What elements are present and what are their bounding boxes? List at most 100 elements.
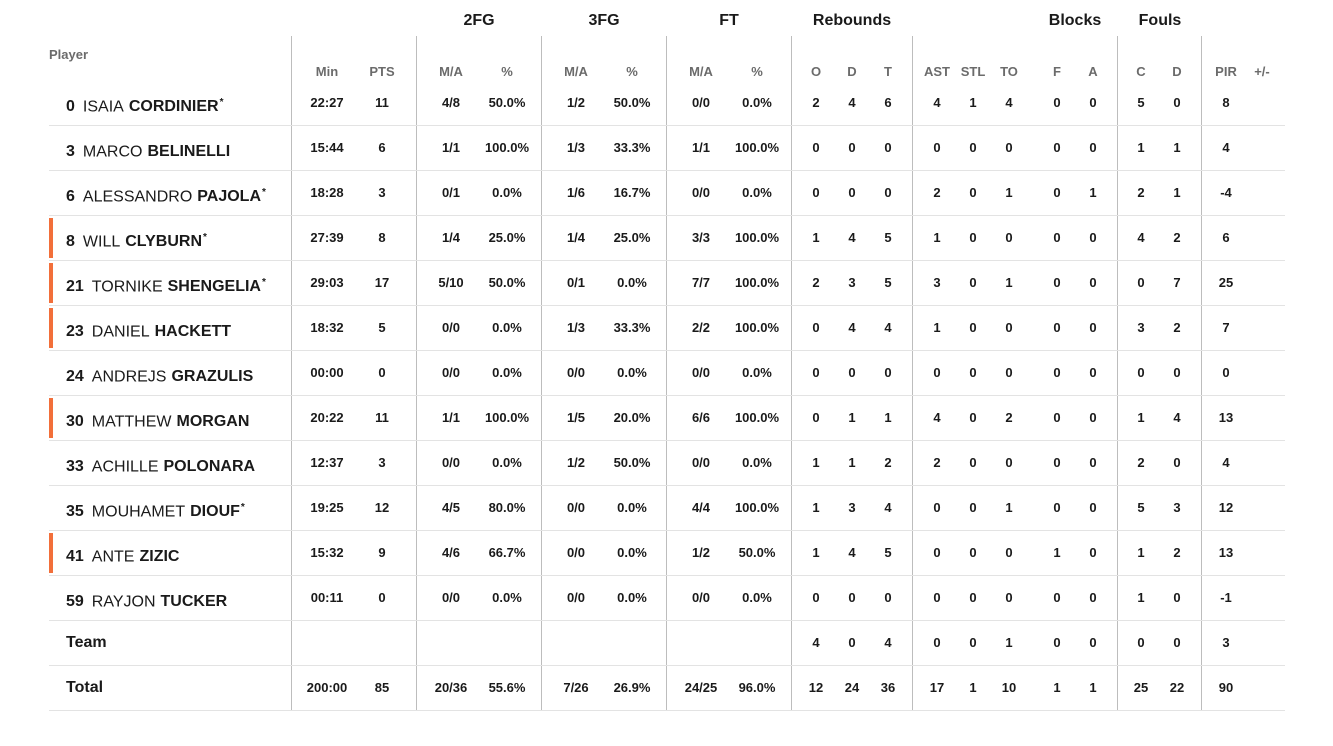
player-last-name: ZIZIC (139, 548, 180, 566)
player-first-name: MATTHEW (91, 413, 172, 431)
stat-cell: 1 (1173, 185, 1181, 200)
column-header[interactable]: C (1136, 64, 1146, 79)
stat-cell: 0 (969, 140, 977, 155)
stat-cell: 0 (812, 140, 820, 155)
stat-cell: 0 (1089, 455, 1097, 470)
stat-cell: 1 (1137, 410, 1145, 425)
player-name-link[interactable]: 0 ISAIA CORDINIER* (66, 80, 224, 125)
stat-cell: 0 (1137, 365, 1145, 380)
table-row: 24 ANDREJS GRAZULIS 00:00 0 0/0 0.0% 0/0 0.0% 0/0… (0, 350, 1333, 395)
column-header[interactable]: D (847, 64, 857, 79)
stat-cell: 100.0% (734, 410, 780, 425)
column-header[interactable]: % (626, 64, 638, 79)
stat-cell: 0 (848, 140, 856, 155)
player-name-link[interactable]: 8 WILL CLYBURN* (66, 215, 207, 260)
stat-cell: 0 (848, 185, 856, 200)
column-header[interactable]: TO (1000, 64, 1018, 79)
player-first-name: MARCO (82, 143, 143, 161)
starter-mark: * (219, 97, 224, 108)
stat-cell: 3 (848, 275, 856, 290)
stat-cell: 0 (969, 320, 977, 335)
stat-cell: 0/0 (441, 320, 461, 335)
stat-cell: 0 (884, 140, 892, 155)
player-name-link[interactable]: 59 RAYJON TUCKER (66, 575, 228, 620)
player-name-link[interactable]: 33 ACHILLE POLONARA (66, 440, 256, 485)
stat-cell: 0 (933, 635, 941, 650)
table-row: 0 ISAIA CORDINIER* 22:27 11 4/8 50.0% 1/2 50.0% 0… (0, 80, 1333, 125)
stat-cell (1247, 395, 1277, 440)
stat-cell: 25 (1218, 275, 1234, 290)
player-name-link[interactable]: 30 MATTHEW MORGAN (66, 395, 250, 440)
player-number: 30 (66, 413, 84, 431)
stat-cell: 4/6 (441, 545, 461, 560)
player-first-name: ACHILLE (91, 458, 159, 476)
stat-cell: 33.3% (613, 140, 651, 155)
stat-cell: 0/0 (566, 545, 586, 560)
stat-cell: 50.0% (488, 275, 526, 290)
player-name-link[interactable]: 6 ALESSANDRO PAJOLA* (66, 170, 266, 215)
column-header[interactable]: M/A (689, 64, 713, 79)
stat-cell: 0 (1089, 320, 1097, 335)
stat-cell: 0/0 (566, 590, 586, 605)
column-header[interactable]: PIR (1215, 64, 1237, 79)
stat-cell: 11 (375, 410, 389, 425)
stat-cell: 0 (1089, 95, 1097, 110)
stat-cell: 3 (1137, 320, 1145, 335)
column-header[interactable]: M/A (439, 64, 463, 79)
player-name-link[interactable]: 3 MARCO BELINELLI (66, 125, 231, 170)
stat-cell: 3/3 (691, 230, 711, 245)
stat-cell: 100.0% (484, 140, 530, 155)
player-name-link[interactable]: 35 MOUHAMET DIOUF* (66, 485, 245, 530)
player-name-link[interactable]: 41 ANTE ZIZIC (66, 530, 180, 575)
player-name-link[interactable]: 23 DANIEL HACKETT (66, 305, 232, 350)
stat-cell: 4 (884, 500, 892, 515)
stat-cell: 0/0 (691, 95, 711, 110)
row-divider (49, 620, 1285, 621)
stat-cell: 24 (844, 680, 860, 695)
column-header[interactable]: Min (315, 64, 339, 79)
column-header[interactable]: AST (924, 64, 950, 79)
column-header[interactable]: STL (960, 64, 986, 79)
stat-cell: 0 (1089, 590, 1097, 605)
stat-cell: 200:00 (306, 680, 348, 695)
stat-cell: 0 (969, 545, 977, 560)
stat-cell: 0 (1173, 455, 1181, 470)
stat-cell: 1 (812, 545, 820, 560)
stat-cell: 1 (1137, 545, 1145, 560)
column-header[interactable]: M/A (564, 64, 588, 79)
player-number: 35 (66, 503, 84, 521)
player-first-name: ANDREJS (91, 368, 167, 386)
column-header[interactable]: PTS (369, 64, 395, 79)
stat-cell: 1/1 (691, 140, 711, 155)
player-name-link[interactable]: 21 TORNIKE SHENGELIA* (66, 260, 266, 305)
stat-cell: 1/2 (691, 545, 711, 560)
column-header[interactable]: F (1053, 64, 1061, 79)
player-name-link[interactable]: 24 ANDREJS GRAZULIS (66, 350, 254, 395)
table-row: 8 WILL CLYBURN* 27:39 8 1/4 25.0% 1/4 25.0% 3/3 10… (0, 215, 1333, 260)
stat-cell: 2 (1173, 230, 1181, 245)
column-header[interactable]: +/- (1254, 64, 1270, 79)
column-header[interactable]: % (751, 64, 763, 79)
stat-cell: 17 (374, 275, 390, 290)
column-header[interactable]: T (884, 64, 892, 79)
stat-cell: 1 (969, 680, 977, 695)
stat-cell (1247, 485, 1277, 530)
player-highlight-marker (49, 398, 53, 438)
stat-cell: 4 (848, 95, 856, 110)
column-header[interactable]: O (810, 64, 822, 79)
stat-cell: 0.0% (742, 455, 772, 470)
stat-cell: 8 (1222, 95, 1230, 110)
stat-cell: 0 (812, 365, 820, 380)
stat-cell (1247, 350, 1277, 395)
column-header[interactable]: A (1088, 64, 1098, 79)
row-divider (49, 215, 1285, 216)
stat-cell: -4 (1220, 185, 1232, 200)
group-header: 3FG (588, 12, 620, 29)
stat-cell: 100.0% (734, 500, 780, 515)
stat-cell: 0 (1089, 275, 1097, 290)
column-header[interactable]: % (501, 64, 513, 79)
player-last-name: PAJOLA (197, 188, 261, 206)
column-header[interactable]: D (1172, 64, 1182, 79)
stat-cell: 100.0% (734, 230, 780, 245)
stat-cell: 0 (933, 500, 941, 515)
